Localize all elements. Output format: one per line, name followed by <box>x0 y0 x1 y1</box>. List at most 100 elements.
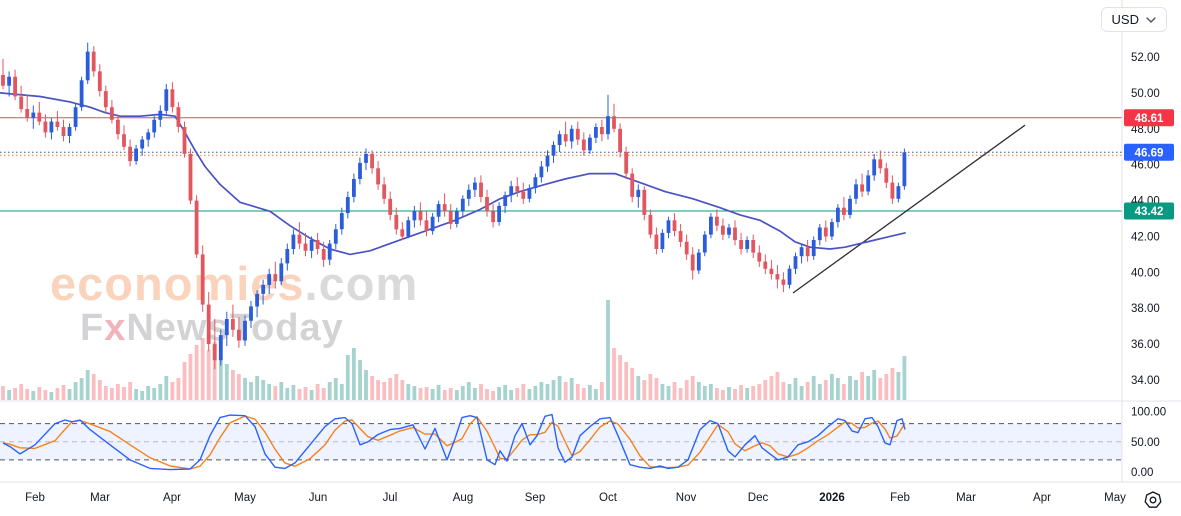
time-axis-label: Dec <box>748 492 769 504</box>
candle-body <box>273 274 278 282</box>
volume-bar <box>303 387 308 400</box>
volume-bar <box>739 385 743 400</box>
candle-body <box>73 107 78 127</box>
chart-attribution-button[interactable] <box>1141 488 1165 512</box>
candle-body <box>297 234 302 244</box>
volume-bar <box>61 385 66 400</box>
volume-bar <box>485 389 489 400</box>
volume-bar <box>406 384 411 400</box>
candle-body <box>624 152 629 174</box>
volume-bar <box>569 378 574 400</box>
price-axis-label: 38.00 <box>1131 303 1160 315</box>
candle-body <box>660 232 665 249</box>
volume-bar <box>1 386 5 400</box>
candle-body <box>243 320 247 341</box>
time-axis[interactable]: Feb Mar Apr May Jun Jul Aug Sep Oct Nov Dec 2026 Feb… <box>25 492 1126 504</box>
candle-body <box>448 211 453 224</box>
candle-body <box>249 306 253 321</box>
volume-bar <box>745 388 750 400</box>
price-axis-label: 48.00 <box>1131 124 1160 136</box>
volume-bar <box>751 386 756 400</box>
volume-bar <box>690 376 695 400</box>
candle-body <box>733 227 737 241</box>
candle-body <box>715 216 719 226</box>
candle-body <box>364 153 368 163</box>
volume-bar <box>25 389 30 400</box>
price-axis-label: 42.00 <box>1131 231 1160 243</box>
candle-body <box>43 121 48 133</box>
candle-body <box>158 110 163 120</box>
volume-bar <box>769 376 774 400</box>
candle-body <box>672 220 677 232</box>
volume-bar <box>902 356 907 400</box>
candle-body <box>13 76 17 97</box>
candle-body <box>194 200 199 255</box>
candle-body <box>103 91 108 108</box>
volume-bar <box>454 390 459 400</box>
time-axis-label: Sep <box>525 492 545 504</box>
volume-bar <box>116 384 120 400</box>
currency-label: USD <box>1111 12 1139 27</box>
candle-body <box>321 249 326 260</box>
volume-bar <box>249 382 253 400</box>
volume-bar <box>231 370 235 400</box>
volume-bar <box>588 385 592 400</box>
volume-bar <box>709 384 713 400</box>
volume-bar <box>67 389 72 400</box>
volume-bar <box>200 338 205 400</box>
volume-bar <box>255 376 259 400</box>
volume-bar <box>315 384 320 400</box>
candle-body <box>600 127 604 135</box>
volume-bar <box>884 374 889 400</box>
volume-bar <box>515 388 520 400</box>
candle-body <box>339 213 344 230</box>
volume-bar <box>860 372 864 400</box>
candle-body <box>575 128 580 140</box>
price-axis-label: 50.00 <box>1131 88 1160 100</box>
volume-bar <box>805 382 810 400</box>
candle-body <box>400 229 405 237</box>
volume-bar <box>291 385 296 400</box>
volume-bar <box>388 378 393 400</box>
candle-body <box>61 127 66 136</box>
volume-bar <box>581 388 586 400</box>
volume-bar <box>648 374 653 400</box>
volume-bar <box>279 382 284 400</box>
candle-body <box>85 51 90 81</box>
time-axis-label: Apr <box>1033 492 1051 504</box>
price-axis-label: 52.00 <box>1131 52 1160 64</box>
volume-bar <box>194 345 199 400</box>
candle-body <box>757 252 762 262</box>
candle-body <box>866 175 871 192</box>
candle-body <box>19 96 24 110</box>
candle-body <box>618 128 622 153</box>
candle-body <box>594 127 598 138</box>
volume-bar <box>430 389 435 400</box>
volume-bar <box>660 384 665 400</box>
volume-bar <box>261 380 266 400</box>
volume-bar <box>733 389 737 400</box>
time-axis-label: Aug <box>453 492 473 504</box>
trendline[interactable] <box>792 124 1026 294</box>
volume-bar <box>775 372 780 400</box>
volume-bar <box>206 350 211 400</box>
candle-body <box>690 254 695 271</box>
volume-bar <box>237 374 241 400</box>
stochastic-d-line <box>2 415 906 470</box>
candle-body <box>176 107 181 127</box>
currency-selector-button[interactable]: USD <box>1100 7 1167 32</box>
volume-bar <box>122 387 126 400</box>
watermark: economies.com FxNewsToday <box>50 260 418 347</box>
volume-bar <box>600 382 604 400</box>
volume-bar <box>503 385 508 400</box>
volume-bar <box>442 390 447 400</box>
time-axis-label: May <box>1104 492 1126 504</box>
price-axis[interactable]: 52.0050.0048.0046.0044.0042.0040.0038.00… <box>1131 52 1166 479</box>
price-axis-label: 34.00 <box>1131 375 1160 387</box>
volume-bar <box>823 380 828 400</box>
time-axis-label: Feb <box>25 492 45 504</box>
volume-bar <box>43 390 48 400</box>
candle-body <box>805 247 810 257</box>
